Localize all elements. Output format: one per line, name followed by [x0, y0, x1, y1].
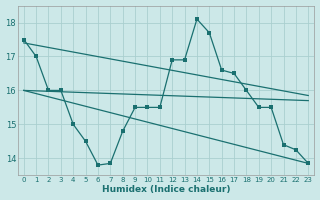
X-axis label: Humidex (Indice chaleur): Humidex (Indice chaleur) — [102, 185, 230, 194]
